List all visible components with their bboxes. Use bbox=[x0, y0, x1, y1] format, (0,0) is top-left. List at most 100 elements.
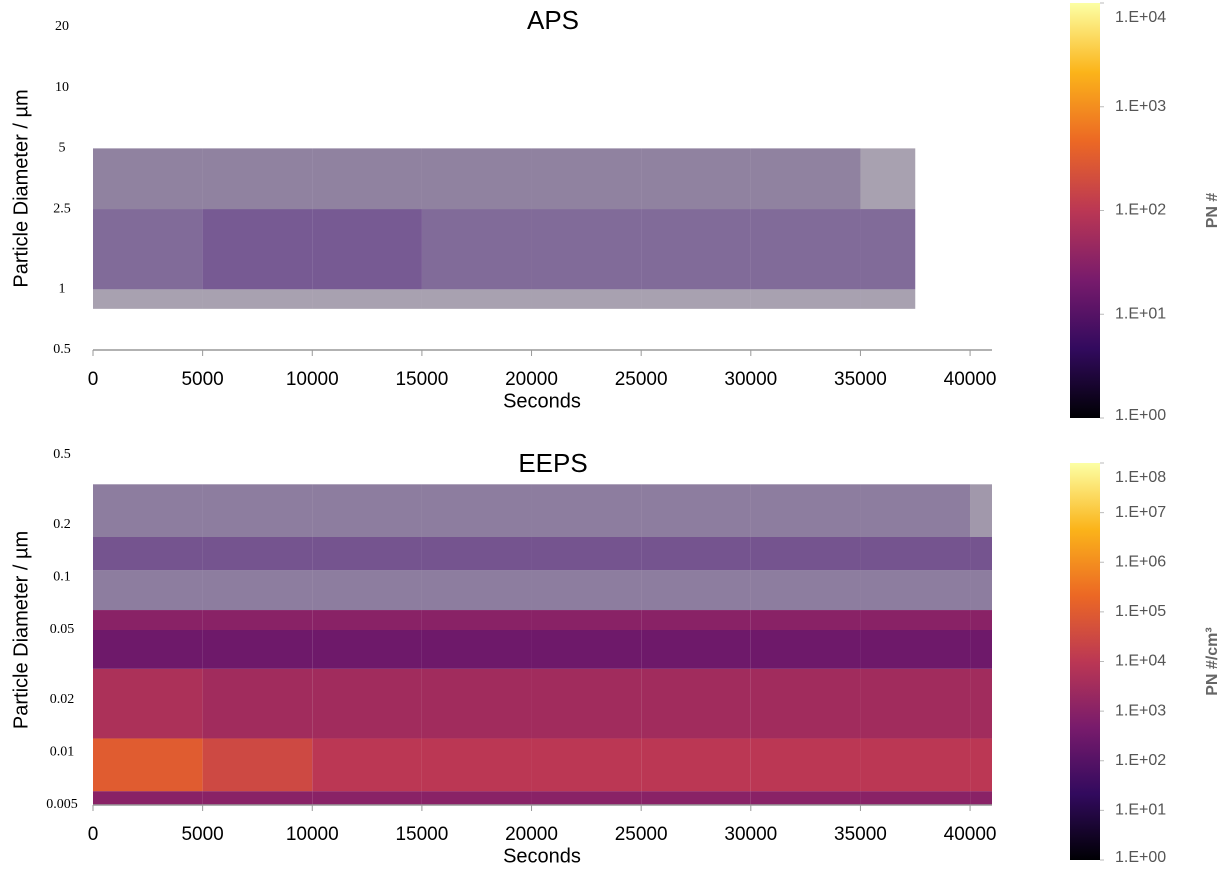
heatmap-cell bbox=[531, 791, 642, 805]
y-tick-label: 0.2 bbox=[53, 517, 71, 532]
heatmap-cell bbox=[750, 668, 861, 739]
heatmap-cell bbox=[421, 484, 532, 537]
heatmap-cell bbox=[860, 148, 916, 210]
x-axis-label: Seconds bbox=[503, 390, 581, 412]
heatmap-cell bbox=[202, 148, 313, 210]
heatmap-cell bbox=[531, 289, 642, 309]
heatmap-cell bbox=[202, 630, 313, 669]
colorbar bbox=[1070, 463, 1100, 860]
y-tick-label: 0.5 bbox=[53, 447, 71, 462]
heatmap-cell bbox=[202, 484, 313, 537]
colorbar-tick-label: 1.E+03 bbox=[1115, 98, 1166, 115]
heatmap-cell bbox=[531, 610, 642, 630]
heatmap-cell bbox=[970, 536, 992, 571]
heatmap-cell bbox=[93, 630, 203, 669]
colorbar bbox=[1070, 3, 1100, 418]
y-tick-label: 10 bbox=[55, 80, 69, 95]
x-tick-label: 25000 bbox=[615, 824, 668, 845]
colorbar-tick-label: 1.E+02 bbox=[1115, 752, 1166, 769]
heatmap-cell bbox=[860, 738, 971, 792]
heatmap-cell bbox=[641, 610, 751, 630]
heatmap-cell bbox=[312, 536, 422, 571]
heatmap-cell bbox=[641, 209, 751, 290]
colorbar-tick-label: 1.E+06 bbox=[1115, 553, 1166, 570]
colorbar-tick-label: 1.E+01 bbox=[1115, 305, 1166, 322]
heatmap-cell bbox=[202, 536, 313, 571]
y-tick-label: 0.02 bbox=[50, 692, 75, 707]
heatmap-cell bbox=[970, 630, 992, 669]
heatmap-cell bbox=[750, 536, 861, 571]
heatmap-cell bbox=[860, 630, 971, 669]
colorbar-tick-label: 1.E+02 bbox=[1115, 202, 1166, 219]
heatmap-cell bbox=[421, 738, 532, 792]
heatmap-cell bbox=[312, 630, 422, 669]
x-tick-label: 0 bbox=[88, 824, 99, 845]
x-tick-label: 15000 bbox=[395, 824, 448, 845]
x-tick-label: 5000 bbox=[181, 824, 223, 845]
colorbar-tick-label: 1.E+05 bbox=[1115, 603, 1166, 620]
heatmap-cell bbox=[312, 209, 422, 290]
heatmap-cell bbox=[312, 791, 422, 805]
heatmap-cell bbox=[93, 570, 203, 611]
colorbar-tick-label: 1.E+00 bbox=[1115, 849, 1166, 866]
heatmap-cell bbox=[531, 484, 642, 537]
heatmap-cell bbox=[970, 668, 992, 739]
heatmap-cell bbox=[93, 536, 203, 571]
heatmap-cell bbox=[202, 209, 313, 290]
heatmap-cell bbox=[641, 570, 751, 611]
heatmap-cell bbox=[750, 484, 861, 537]
y-tick-label: 0.01 bbox=[50, 745, 75, 760]
heatmap-cell bbox=[421, 209, 532, 290]
x-tick-label: 30000 bbox=[724, 369, 777, 390]
heatmap-cell bbox=[641, 738, 751, 792]
heatmap-cell bbox=[750, 630, 861, 669]
heatmap-cell bbox=[860, 209, 916, 290]
y-tick-label: 5 bbox=[59, 141, 66, 156]
heatmap-cell bbox=[531, 630, 642, 669]
heatmap-cell bbox=[860, 791, 971, 805]
heatmap-cell bbox=[202, 668, 313, 739]
heatmap-cell bbox=[750, 791, 861, 805]
heatmap-cell bbox=[312, 148, 422, 210]
x-tick-label: 20000 bbox=[505, 824, 558, 845]
colorbar-label: PN #/cm³ bbox=[1204, 627, 1221, 695]
heatmap-cell bbox=[750, 738, 861, 792]
heatmap-cell bbox=[750, 289, 861, 309]
heatmap-cell bbox=[93, 289, 203, 309]
heatmap-cell bbox=[312, 289, 422, 309]
heatmap-cell bbox=[641, 484, 751, 537]
colorbar-label: PN # bbox=[1204, 193, 1221, 229]
heatmap-cell bbox=[531, 738, 642, 792]
heatmap-cell bbox=[93, 484, 203, 537]
heatmap-cell bbox=[531, 536, 642, 571]
y-axis-label: Particle Diameter / µm bbox=[10, 531, 32, 729]
heatmap-cell bbox=[860, 668, 971, 739]
colorbar-tick-label: 1.E+07 bbox=[1115, 504, 1166, 521]
heatmap-cell bbox=[860, 484, 971, 537]
heatmap-cell bbox=[421, 791, 532, 805]
colorbar-tick-label: 1.E+01 bbox=[1115, 802, 1166, 819]
heatmap-cell bbox=[641, 536, 751, 571]
x-tick-label: 40000 bbox=[944, 824, 997, 845]
heatmap-cell bbox=[641, 668, 751, 739]
heatmap-cell bbox=[750, 209, 861, 290]
x-tick-label: 0 bbox=[88, 369, 99, 390]
heatmap-cell bbox=[93, 668, 203, 739]
colorbar-tick-label: 1.E+03 bbox=[1115, 702, 1166, 719]
heatmap-cell bbox=[860, 570, 971, 611]
x-tick-label: 10000 bbox=[286, 369, 339, 390]
heatmap-cell bbox=[860, 536, 971, 571]
heatmap-cell bbox=[202, 610, 313, 630]
heatmap-cell bbox=[421, 148, 532, 210]
x-tick-label: 30000 bbox=[724, 824, 777, 845]
heatmap-cell bbox=[312, 484, 422, 537]
x-tick-label: 25000 bbox=[615, 369, 668, 390]
heatmap-cell bbox=[421, 630, 532, 669]
y-tick-label: 0.005 bbox=[46, 797, 78, 812]
heatmap-cell bbox=[202, 738, 313, 792]
heatmap-cell bbox=[202, 570, 313, 611]
heatmap-cell bbox=[641, 289, 751, 309]
heatmap-cell bbox=[531, 209, 642, 290]
heatmap-cell bbox=[312, 610, 422, 630]
heatmap-cell bbox=[970, 484, 992, 537]
